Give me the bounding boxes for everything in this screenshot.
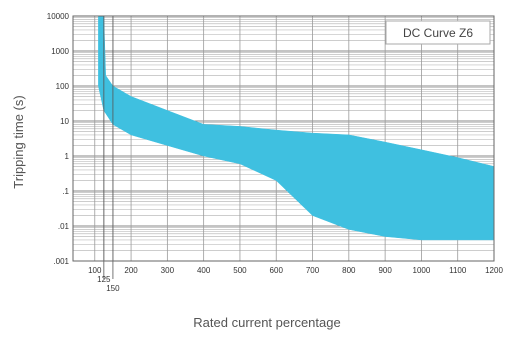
x-tick-label: 100 [88, 266, 102, 275]
y-tick-label: 10 [60, 117, 69, 126]
y-tick-label: 1000 [51, 47, 69, 56]
x-tick-label: 1000 [413, 266, 431, 275]
legend-label: DC Curve Z6 [403, 26, 473, 40]
x-tick-label: 1100 [449, 266, 467, 275]
x-axis-title: Rated current percentage [193, 315, 340, 330]
y-tick-label: .01 [58, 222, 70, 231]
plot-frame [72, 15, 495, 262]
x-tick-label: 125 [97, 275, 111, 284]
x-tick-label: 1200 [485, 266, 503, 275]
y-axis-title: Tripping time (s) [11, 95, 26, 188]
x-tick-label: 200 [124, 266, 138, 275]
y-tick-label: 10000 [47, 12, 70, 21]
x-tick-label: 150 [106, 284, 120, 293]
y-tick-label: 100 [56, 82, 70, 91]
y-tick-label: 1 [65, 152, 70, 161]
y-tick-label: .001 [53, 257, 69, 266]
x-tick-label: 400 [197, 266, 211, 275]
y-tick-labels: 10000 1000 100 10 1 .1 .01 .001 [47, 12, 70, 266]
x-tick-label: 800 [342, 266, 356, 275]
x-tick-label: 700 [306, 266, 320, 275]
x-tick-label: 900 [378, 266, 392, 275]
legend-box: DC Curve Z6 [385, 20, 491, 45]
x-tick-label: 300 [161, 266, 175, 275]
x-tick-label: 500 [233, 266, 247, 275]
x-reference-lines [103, 16, 114, 279]
x-tick-label: 600 [270, 266, 284, 275]
legend-frame [385, 20, 491, 45]
y-tick-label: .1 [62, 187, 69, 196]
